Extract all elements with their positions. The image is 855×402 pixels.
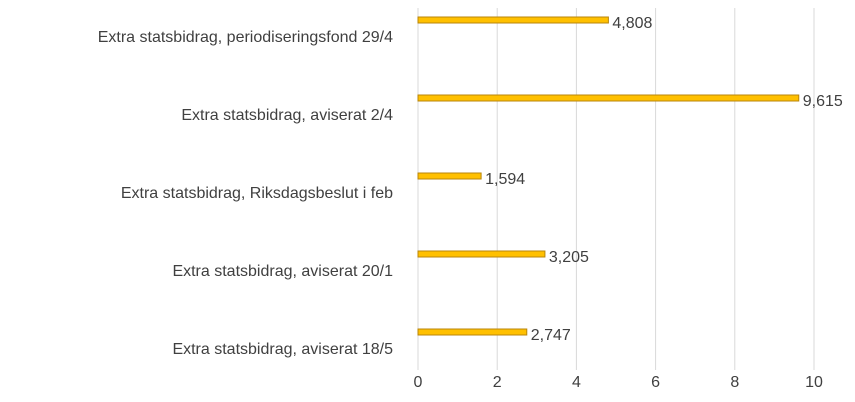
bar [417, 94, 800, 102]
data-label: 3,205 [549, 249, 589, 266]
y-tick-label: Extra statsbidrag, aviserat 20/1 [172, 263, 393, 280]
bar [417, 16, 609, 24]
x-tick-label: 6 [651, 374, 660, 391]
x-tick-label: 8 [730, 374, 739, 391]
y-tick-label: Extra statsbidrag, periodiseringsfond 29… [98, 29, 393, 46]
data-label: 2,747 [531, 327, 571, 344]
y-tick-label: Extra statsbidrag, aviserat 2/4 [181, 107, 393, 124]
data-label: 4,808 [612, 15, 652, 32]
x-tick-label: 2 [493, 374, 502, 391]
x-tick-label: 4 [572, 374, 581, 391]
bar [417, 250, 546, 258]
x-tick-label: 10 [805, 374, 823, 391]
x-tick-label: 0 [414, 374, 423, 391]
data-label: 1,594 [485, 171, 525, 188]
y-tick-label: Extra statsbidrag, Riksdagsbeslut i feb [121, 185, 393, 202]
data-label: 9,615 [803, 93, 843, 110]
y-tick-label: Extra statsbidrag, aviserat 18/5 [172, 341, 393, 358]
bar [417, 328, 528, 336]
bar [417, 172, 482, 180]
